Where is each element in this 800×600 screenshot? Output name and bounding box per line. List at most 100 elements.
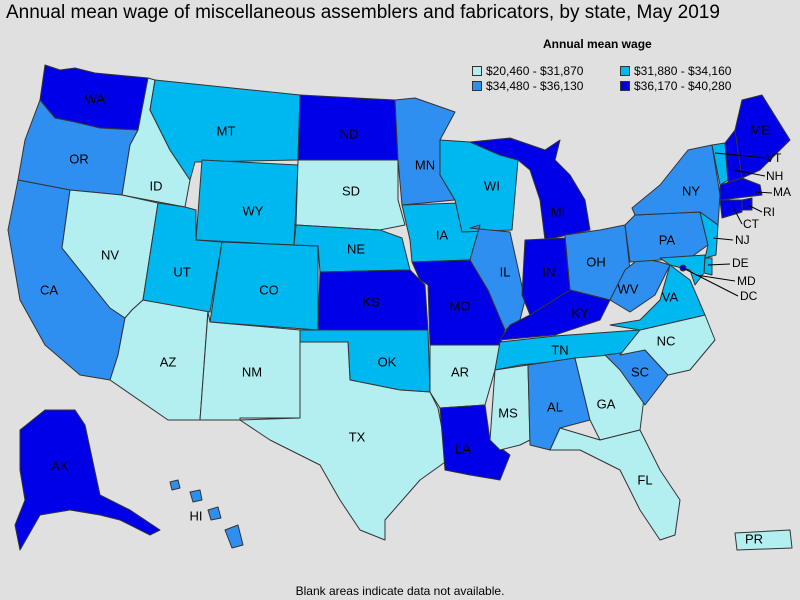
label-me: ME	[750, 122, 770, 137]
state-wv[interactable]	[609, 257, 671, 313]
label-oh: OH	[586, 254, 606, 269]
label-ak: AK	[51, 458, 69, 473]
label-sc: SC	[631, 364, 649, 379]
label-dc: DC	[740, 289, 758, 303]
label-ga: GA	[597, 396, 616, 411]
label-in: IN	[543, 264, 556, 279]
label-il: IL	[500, 264, 511, 279]
state-ak[interactable]	[14, 409, 161, 551]
label-ok: OK	[378, 354, 397, 369]
legend-swatch-bin-3	[472, 81, 482, 91]
leader-nh	[732, 169, 766, 177]
state-ri[interactable]	[741, 197, 753, 211]
label-id: ID	[150, 178, 163, 193]
label-nm: NM	[242, 364, 262, 379]
label-ca: CA	[40, 282, 58, 297]
legend-title: Annual mean wage	[543, 37, 652, 51]
legend-swatch-bin-1	[472, 66, 482, 76]
legend-item-bin-2: $31,880 - $34,160	[620, 64, 731, 78]
legend-label-bin-2: $31,880 - $34,160	[634, 64, 732, 78]
legend-item-bin-3: $34,480 - $36,130	[472, 79, 583, 93]
label-mt: MT	[217, 123, 236, 138]
legend-swatch-bin-4	[620, 81, 630, 91]
label-wa: WA	[85, 91, 106, 106]
label-fl: FL	[637, 472, 652, 487]
label-mo: MO	[450, 298, 471, 313]
footnote: Blank areas indicate data not available.	[295, 584, 505, 598]
state-ct[interactable]	[719, 199, 743, 219]
state-fl[interactable]	[549, 427, 681, 541]
leader-vt	[714, 152, 766, 159]
label-ri: RI	[763, 205, 775, 219]
state-de[interactable]	[703, 257, 713, 276]
label-wv: WV	[618, 281, 639, 296]
label-ar: AR	[451, 364, 469, 379]
leader-dc	[682, 267, 739, 297]
label-nv: NV	[101, 247, 119, 262]
state-ma[interactable]	[719, 177, 763, 201]
label-de: DE	[732, 256, 749, 270]
state-va[interactable]	[609, 264, 706, 331]
legend-label-bin-3: $34,480 - $36,130	[486, 79, 584, 93]
label-nd: ND	[340, 126, 359, 141]
label-ia: IA	[436, 227, 449, 242]
label-ky: KY	[571, 305, 589, 320]
label-co: CO	[259, 282, 279, 297]
label-nj: NJ	[735, 233, 750, 247]
state-hi-maui[interactable]	[207, 506, 222, 521]
state-hi-oahu[interactable]	[189, 489, 203, 503]
label-ct: CT	[743, 217, 760, 231]
state-nj[interactable]	[699, 211, 719, 259]
state-il[interactable]	[469, 224, 526, 331]
leader-ma	[754, 191, 773, 194]
label-ne: NE	[347, 241, 365, 256]
state-hi[interactable]	[224, 524, 244, 549]
label-mn: MN	[415, 157, 435, 172]
label-pr: PR	[745, 531, 763, 546]
label-or: OR	[69, 151, 89, 166]
label-nh: NH	[766, 169, 783, 183]
leader-ct	[732, 206, 743, 225]
label-nc: NC	[657, 333, 676, 348]
label-sd: SD	[342, 183, 360, 198]
state-pr[interactable]	[734, 529, 793, 551]
legend-swatch-bin-2	[620, 66, 630, 76]
state-md[interactable]	[659, 254, 706, 286]
state-ky[interactable]	[499, 289, 611, 341]
label-ms: MS	[498, 405, 518, 420]
label-wi: WI	[484, 178, 500, 193]
state-ny[interactable]	[631, 144, 721, 226]
label-vt: VT	[766, 151, 782, 165]
legend-label-bin-4: $36,170 - $40,280	[634, 79, 732, 93]
label-va: VA	[662, 289, 679, 304]
legend-item-bin-4: $36,170 - $40,280	[620, 79, 731, 93]
label-ma: MA	[773, 185, 791, 199]
leader-nj	[712, 237, 734, 241]
state-mi[interactable]	[469, 137, 591, 241]
label-al: AL	[547, 399, 563, 414]
map-title: Annual mean wage of miscellaneous assemb…	[6, 2, 720, 23]
label-mi: MI	[551, 204, 565, 219]
legend-item-bin-1: $20,460 - $31,870	[472, 64, 583, 78]
label-ks: KS	[362, 294, 380, 309]
state-hi-kauai[interactable]	[169, 479, 181, 491]
leader-md	[695, 274, 736, 282]
leader-ri	[747, 204, 763, 213]
label-ut: UT	[173, 264, 190, 279]
label-md: MD	[737, 274, 756, 288]
label-la: LA	[455, 441, 471, 456]
label-wy: WY	[243, 203, 264, 218]
label-pa: PA	[659, 232, 676, 247]
state-ks[interactable]	[317, 269, 429, 331]
state-ut[interactable]	[142, 202, 223, 313]
state-la[interactable]	[439, 404, 511, 481]
label-tn: TN	[551, 342, 568, 357]
label-ny: NY	[682, 183, 700, 198]
label-tx: TX	[349, 429, 366, 444]
state-tx[interactable]	[239, 341, 449, 541]
label-hi: HI	[190, 508, 203, 523]
legend-label-bin-1: $20,460 - $31,870	[486, 64, 584, 78]
label-az: AZ	[160, 354, 177, 369]
leader-de	[707, 263, 731, 266]
